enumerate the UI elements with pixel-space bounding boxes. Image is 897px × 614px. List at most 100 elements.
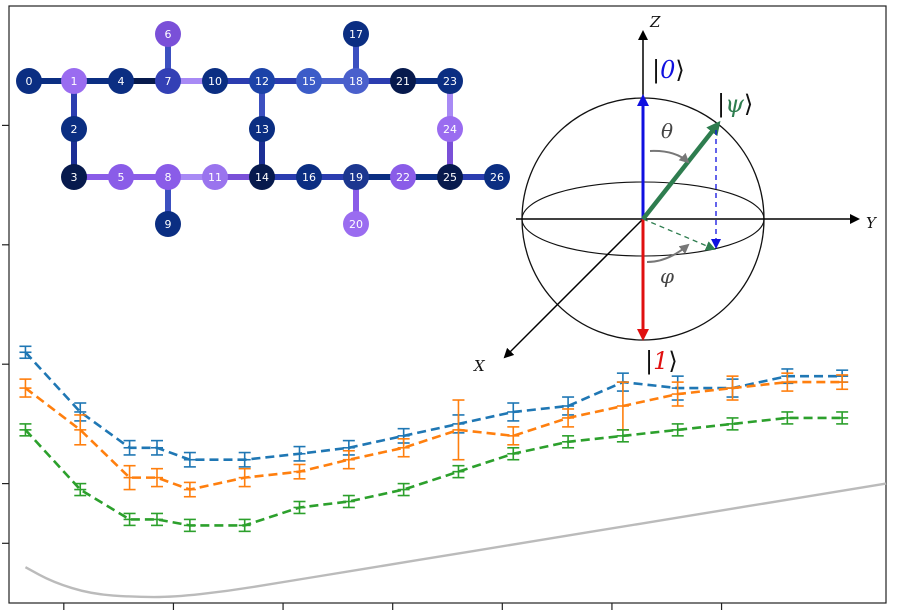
series-2-point-5 [238,518,251,533]
qubit-label-17: 17 [349,28,363,41]
qubit-node-3: 3 [61,164,87,190]
series-0-point-6 [293,445,306,462]
x-axis [503,218,644,359]
qubit-label-2: 2 [71,123,78,136]
qubit-label-22: 22 [396,171,410,184]
series-1-point-13 [671,381,684,407]
series-0-point-10 [507,402,520,422]
ket1-value: 1 [653,347,668,375]
qubit-node-16: 16 [296,164,322,190]
series-2-point-10 [507,446,520,461]
qubit-label-19: 19 [349,171,363,184]
bloch-sphere: Z Y X |0⟩ |1⟩ |ψ⟩ θ φ [473,13,878,376]
qubit-node-10: 10 [202,68,228,94]
qubit-label-12: 12 [255,75,269,88]
series-1-point-5 [238,467,251,488]
qubit-node-6: 6 [155,21,181,47]
series-layer [19,345,887,599]
qubit-label-13: 13 [255,123,269,136]
qubit-node-26: 26 [484,164,510,190]
qubit-node-7: 7 [155,68,181,94]
qubit-node-5: 5 [108,164,134,190]
qubit-label-21: 21 [396,75,410,88]
qubit-label-18: 18 [349,75,363,88]
series-1-point-16 [836,374,849,391]
series-1-point-2 [123,464,136,491]
qubit-node-4: 4 [108,68,134,94]
series-1-point-14 [726,375,739,401]
phi-arc [646,243,690,263]
series-2-point-1 [74,482,87,497]
series-2-point-2 [123,512,136,527]
psi-value: ψ [725,90,745,118]
ket0-value: 0 [660,56,675,84]
qubit-label-6: 6 [165,28,172,41]
qubit-node-21: 21 [390,68,416,94]
qubit-label-3: 3 [71,171,78,184]
series-1-point-0 [19,378,32,398]
ket1-label: |1⟩ [645,347,678,376]
psi-label: |ψ⟩ [717,90,753,119]
series-2-point-4 [183,518,196,533]
qubit-label-25: 25 [443,171,457,184]
qubit-node-22: 22 [390,164,416,190]
qubit-label-9: 9 [165,218,172,231]
y-axis-label: Y [866,214,878,232]
phi-label: φ [660,264,674,288]
series-0-point-3 [150,439,163,456]
qubit-label-8: 8 [165,171,172,184]
qubit-label-20: 20 [349,218,363,231]
series-2-point-9 [452,464,465,479]
x-axis-label: X [473,357,486,375]
qubit-node-14: 14 [249,164,275,190]
axis-ticks [2,124,723,610]
series-2-point-15 [781,411,794,425]
series-2-point-12 [616,429,629,443]
psi-vector [641,120,721,221]
qubit-label-26: 26 [490,171,504,184]
series-1-point-10 [507,426,520,446]
theta-arc [649,149,690,164]
qubit-label-1: 1 [71,75,78,88]
series-1-point-6 [293,463,306,480]
qubit-node-24: 24 [437,116,463,142]
psi-equatorial-projection [642,218,716,251]
qubit-node-18: 18 [343,68,369,94]
qubit-node-9: 9 [155,211,181,237]
series-1-point-7 [342,449,355,470]
series-2-point-0 [19,423,32,437]
series-0-point-5 [238,451,251,468]
qubit-label-10: 10 [208,75,222,88]
series-1-point-4 [183,481,196,498]
qubit-label-11: 11 [208,171,222,184]
ket0-label: |0⟩ [652,56,685,85]
qubit-node-11: 11 [202,164,228,190]
series-2-point-14 [726,417,739,431]
series-2-point-6 [293,500,306,515]
series-2-line [24,416,843,527]
qubit-label-15: 15 [302,75,316,88]
series-3 [24,482,887,599]
series-1-point-8 [397,438,410,458]
series-2-point-7 [342,494,355,509]
series-1-point-3 [150,467,163,488]
qubit-node-8: 8 [155,164,181,190]
qubit-label-23: 23 [443,75,457,88]
qubit-node-2: 2 [61,116,87,142]
plot-frame [8,5,887,604]
qubit-node-20: 20 [343,211,369,237]
series-1-point-11 [562,408,575,428]
qubit-node-1: 1 [61,68,87,94]
series-0-point-0 [19,345,32,360]
qubit-node-15: 15 [296,68,322,94]
qubit-lattice: 0 123456789101112131415161718192021222324… [16,21,510,237]
theta-label: θ [661,119,673,143]
qubit-label-0: 0 [26,75,33,88]
series-2-point-3 [150,512,163,527]
bloch-background [510,28,780,368]
series-2-point-13 [671,423,684,437]
qubit-label-5: 5 [118,171,125,184]
qubit-node-17: 17 [343,21,369,47]
series-0-line [24,351,843,462]
